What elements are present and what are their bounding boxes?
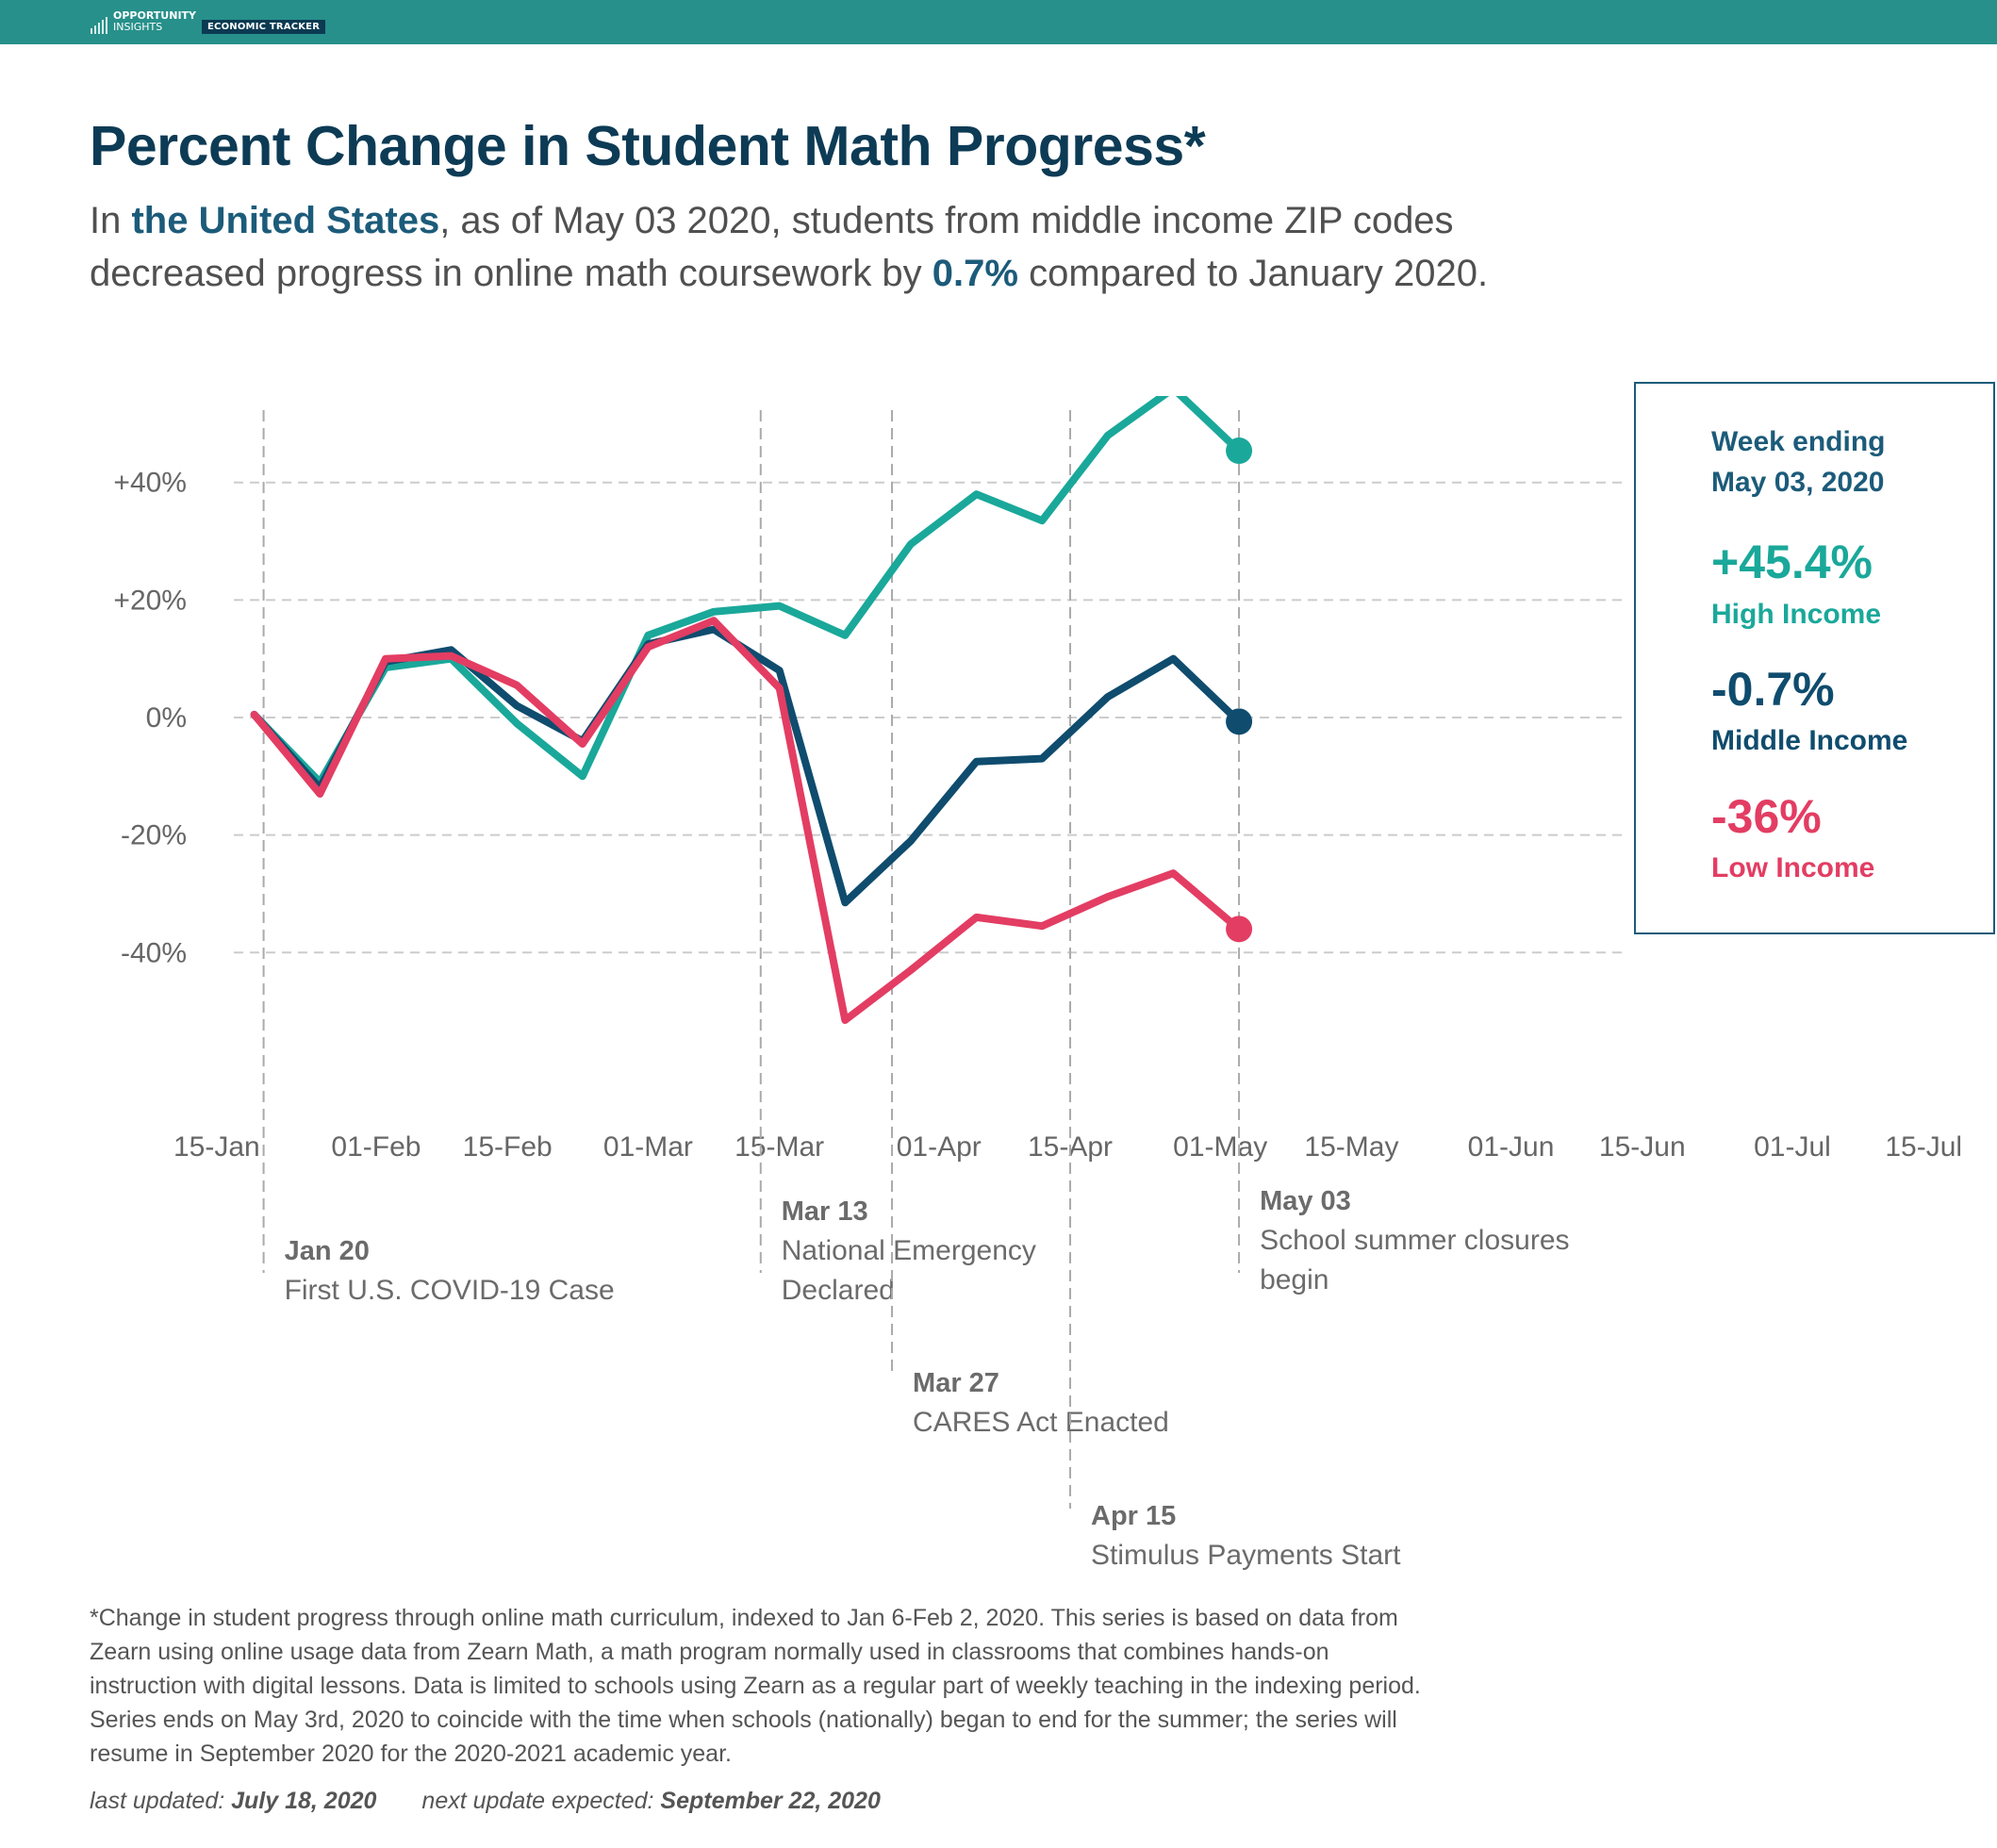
subtitle-value: 0.7%: [932, 253, 1018, 294]
week-summary-box: Week ending May 03, 2020 +45.4% High Inc…: [1634, 382, 1995, 934]
event-description: Stimulus Payments Start: [1091, 1540, 1401, 1571]
footnote: *Change in student progress through onli…: [90, 1605, 1421, 1767]
high-income-label: High Income: [1711, 599, 1882, 630]
week-ending-line-1: Week ending: [1711, 426, 1886, 457]
x-tick-label: 01-Mar: [603, 1131, 693, 1163]
x-tick-label: 01-Jun: [1468, 1131, 1555, 1163]
x-tick-label: 15-May: [1304, 1131, 1398, 1163]
page-title: Percent Change in Student Math Progress*: [90, 115, 1206, 177]
event-date-label: Mar 13: [782, 1196, 868, 1227]
x-tick-label: 15-Mar: [734, 1131, 824, 1163]
x-tick-label: 15-Jan: [173, 1131, 260, 1163]
series-line-high-income: [250, 396, 1244, 786]
next-update-date: September 22, 2020: [660, 1788, 881, 1814]
region-selector[interactable]: the United States: [131, 200, 440, 241]
endpoint-marker-high-income: [1226, 437, 1253, 465]
y-tick-label: -20%: [121, 820, 187, 851]
economic-tracker-badge[interactable]: ECONOMIC TRACKER: [202, 20, 326, 34]
last-updated-label: last updated:: [90, 1788, 232, 1814]
x-tick-label: 01-Apr: [897, 1131, 982, 1163]
series-line-low-income: [250, 617, 1244, 1024]
line-chart: +40% +20% 0% -20% -40% 15-Jan 01-Feb 15-Feb 01-M…: [113, 396, 1962, 1571]
event-date-label: May 03: [1260, 1186, 1351, 1216]
y-tick-label: 0%: [146, 702, 187, 734]
low-income-value: -36%: [1711, 790, 1822, 843]
event-date-label: Jan 20: [285, 1236, 370, 1266]
endpoint-marker-middle-income: [1226, 708, 1253, 735]
x-tick-label: 01-May: [1173, 1131, 1267, 1163]
event-description: Declared: [782, 1275, 895, 1306]
last-updated-date: July 18, 2020: [231, 1788, 377, 1814]
series-line-middle-income: [250, 625, 1244, 907]
high-income-value: +45.4%: [1711, 536, 1873, 588]
logo-line-1: OPPORTUNITY: [113, 9, 197, 22]
event-description: National Emergency: [782, 1235, 1036, 1266]
event-date-label: Mar 27: [913, 1368, 999, 1398]
logo-text: OPPORTUNITY INSIGHTS: [113, 10, 196, 33]
event-description: First U.S. COVID-19 Case: [285, 1275, 615, 1306]
week-ending-label: Week ending May 03, 2020: [1711, 421, 1885, 503]
y-tick-label: +20%: [113, 585, 187, 616]
y-tick-label: +40%: [113, 468, 187, 499]
subtitle-part-3: compared to January 2020.: [1017, 253, 1489, 294]
x-tick-label: 15-Jul: [1885, 1131, 1962, 1163]
update-info: last updated: July 18, 2020 next update e…: [90, 1788, 881, 1815]
event-description: begin: [1260, 1264, 1329, 1295]
y-tick-label: -40%: [121, 937, 187, 968]
x-tick-label: 01-Feb: [331, 1131, 421, 1163]
endpoint-marker-low-income: [1226, 916, 1253, 943]
x-tick-label: 15-Feb: [463, 1131, 553, 1163]
top-bar: OPPORTUNITY INSIGHTS ECONOMIC TRACKER: [0, 0, 1997, 44]
event-description: CARES Act Enacted: [913, 1407, 1169, 1438]
bar-chart-icon: [91, 15, 111, 34]
x-tick-label: 01-Jul: [1754, 1131, 1831, 1163]
event-description: School summer closures: [1260, 1225, 1569, 1256]
x-tick-label: 15-Jun: [1599, 1131, 1686, 1163]
week-ending-line-2: May 03, 2020: [1711, 467, 1885, 498]
logo-line-2: INSIGHTS: [113, 21, 163, 33]
low-income-label: Low Income: [1711, 852, 1875, 883]
middle-income-value: -0.7%: [1711, 663, 1835, 716]
subtitle-part-1: In: [90, 200, 132, 241]
next-update-label: next update expected:: [421, 1788, 661, 1814]
subtitle-part-2: , as of May 03 2020, students from middl…: [90, 200, 1454, 294]
middle-income-label: Middle Income: [1711, 725, 1908, 756]
chart-subtitle: In the United States, as of May 03 2020,…: [90, 194, 1542, 300]
event-date-label: Apr 15: [1091, 1501, 1176, 1531]
